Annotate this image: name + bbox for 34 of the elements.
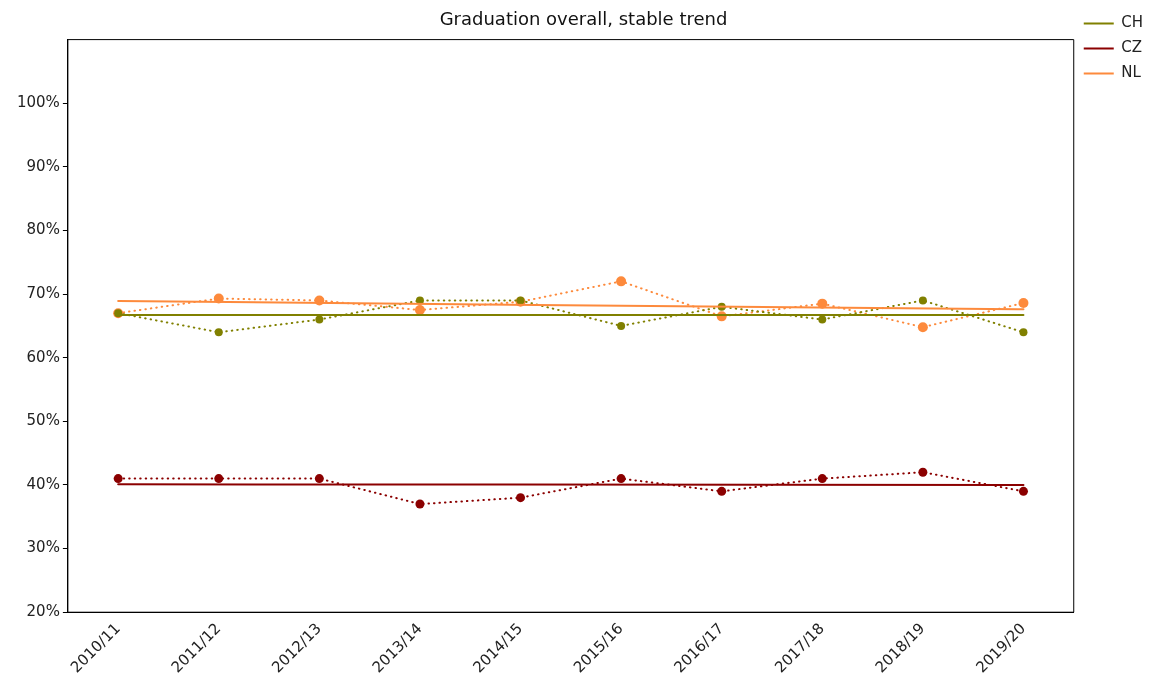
y-tick-label: 40% (26, 474, 60, 493)
y-tick-label: 50% (26, 411, 60, 430)
y-tick-label: 90% (26, 156, 60, 175)
point (113, 474, 123, 484)
y-tick-label: 100% (16, 93, 60, 112)
y-tick-label: 80% (26, 220, 60, 239)
point (314, 474, 324, 484)
point (917, 322, 928, 333)
legend-label: CZ (1121, 38, 1142, 57)
point (1018, 298, 1029, 308)
point (918, 467, 928, 477)
point (516, 493, 526, 503)
point (415, 296, 424, 305)
legend-label: CH (1121, 13, 1144, 32)
point (315, 315, 324, 324)
point (616, 474, 626, 484)
point (717, 486, 727, 496)
point (214, 474, 224, 484)
point (817, 474, 827, 484)
point (1018, 486, 1028, 496)
point (214, 328, 223, 337)
y-tick-label: 60% (26, 347, 60, 366)
y-tick-label: 20% (26, 602, 60, 621)
legend-label: NL (1121, 63, 1142, 82)
point (414, 305, 425, 315)
point (415, 499, 425, 509)
point (818, 315, 827, 324)
point (1019, 328, 1028, 337)
y-tick-label: 30% (26, 538, 60, 557)
y-tick-label: 70% (26, 283, 60, 302)
point (918, 296, 927, 305)
point (617, 321, 626, 330)
point (616, 276, 627, 287)
chart-title: Graduation overall, stable trend (439, 8, 728, 30)
